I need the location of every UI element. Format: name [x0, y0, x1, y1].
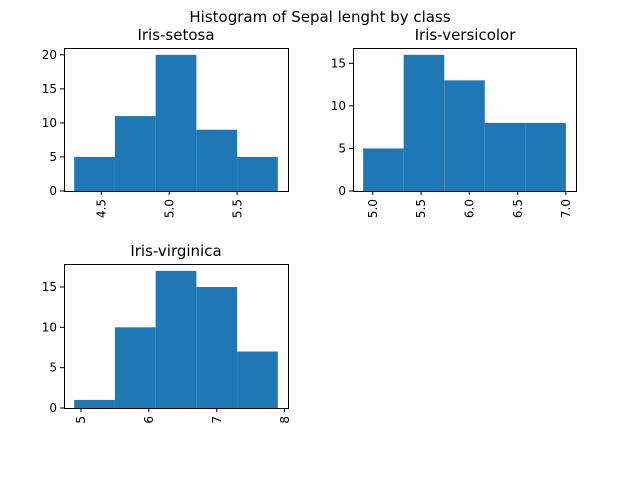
- y-tick-label: 5: [49, 361, 57, 375]
- x-tick-label: 5: [74, 416, 88, 424]
- histogram-bar-2: [155, 54, 197, 192]
- x-tick-label: 7.0: [559, 199, 573, 218]
- panel-iris-versicolor: Iris-versicolor 0 5 10 15 5.0 5.5 6.0 6.5 7.0: [331, 26, 577, 218]
- histogram-bar-4: [237, 156, 278, 191]
- y-tick-label: 10: [42, 320, 57, 334]
- x-tick-label: 6.5: [511, 199, 525, 218]
- x-tick-label: 5.0: [162, 199, 176, 218]
- panel-title: Iris-virginica: [130, 242, 221, 260]
- y-tick-label: 15: [42, 82, 57, 96]
- histogram-bar-1: [114, 116, 156, 191]
- histogram-bar-0: [74, 156, 115, 191]
- x-tick-label: 6: [142, 416, 156, 424]
- panel-iris-virginica: Iris-virginica 0 5 10 15 5 6 7 8: [42, 242, 292, 424]
- histogram-bar-1: [114, 327, 156, 408]
- y-tick-label: 10: [42, 116, 57, 130]
- panel-iris-setosa: Iris-setosa 0 5 10 15 20 4.5 5.0 5.5: [42, 26, 289, 218]
- y-tick-label: 0: [49, 184, 57, 198]
- histogram-bar-0: [74, 399, 115, 408]
- histogram-bar-2: [444, 80, 485, 191]
- histogram-bar-0: [363, 148, 404, 191]
- x-tick-label: 5.5: [414, 199, 428, 218]
- histogram-bar-2: [155, 270, 197, 408]
- axes-frame: [353, 48, 577, 192]
- axes-frame: [64, 264, 289, 409]
- x-tick-label: 4.5: [95, 199, 109, 218]
- x-tick-label: 5.5: [230, 199, 244, 218]
- axes-frame: [64, 48, 289, 192]
- histogram-bar-4: [525, 122, 566, 191]
- y-tick-label: 15: [331, 56, 346, 70]
- histogram-bar-3: [484, 122, 526, 191]
- panel-title: Iris-setosa: [137, 26, 214, 44]
- x-tick-label: 6.0: [463, 199, 477, 218]
- figure-suptitle: Histogram of Sepal lenght by class: [189, 8, 450, 26]
- histogram-bar-3: [196, 286, 238, 408]
- y-tick-label: 20: [42, 48, 57, 62]
- histogram-bar-1: [403, 54, 445, 192]
- histogram-bar-4: [237, 351, 278, 408]
- x-tick-label: 7: [210, 416, 224, 424]
- y-tick-label: 15: [42, 280, 57, 294]
- histogram-bar-3: [196, 129, 238, 191]
- y-tick-label: 0: [49, 401, 57, 415]
- y-tick-label: 10: [331, 99, 346, 113]
- y-tick-label: 5: [338, 141, 346, 155]
- y-tick-label: 5: [49, 150, 57, 164]
- panel-title: Iris-versicolor: [415, 26, 517, 44]
- x-tick-label: 5.0: [366, 199, 380, 218]
- y-tick-label: 0: [338, 184, 346, 198]
- x-tick-label: 8: [278, 416, 292, 424]
